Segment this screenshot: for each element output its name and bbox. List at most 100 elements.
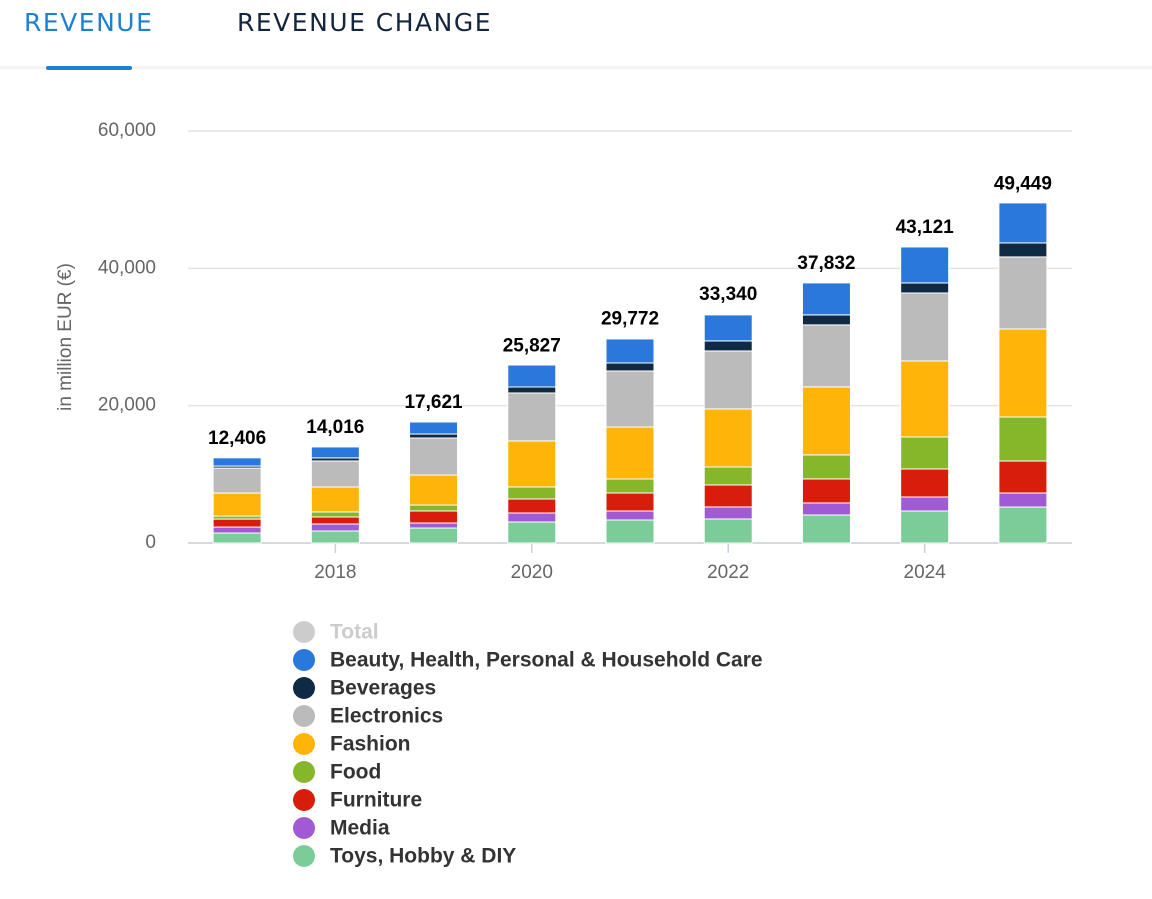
total-label: 37,832 — [797, 253, 855, 274]
bar-segment — [507, 440, 557, 488]
total-label: 17,621 — [404, 392, 463, 413]
bar-segment — [801, 514, 851, 544]
total-label: 12,406 — [208, 428, 266, 449]
bar-segment — [409, 421, 459, 435]
legend-marker[interactable] — [293, 677, 315, 699]
total-label: 49,449 — [994, 173, 1052, 194]
bar-segment — [703, 466, 753, 486]
bar-segment — [605, 510, 655, 521]
legend-label[interactable]: Food — [330, 761, 381, 784]
bar-segment — [703, 408, 753, 468]
bar-segment — [605, 492, 655, 512]
bar-segment — [900, 282, 950, 294]
legend-marker[interactable] — [293, 621, 315, 643]
bar-segment — [801, 454, 851, 480]
bar-segment — [998, 492, 1048, 508]
bar-segment — [605, 426, 655, 480]
bar-segment — [900, 496, 950, 512]
bar-segment — [900, 436, 950, 470]
x-tick-label: 2024 — [904, 562, 947, 583]
y-tick-label: 0 — [145, 532, 156, 553]
legend-label[interactable]: Beverages — [330, 677, 436, 700]
bar-segment — [507, 486, 557, 500]
bar-segment — [703, 314, 753, 342]
bar-segment — [703, 340, 753, 352]
bar-segment — [212, 457, 262, 467]
bar-segment — [605, 370, 655, 428]
bar-segment — [801, 282, 851, 316]
bar-segment — [409, 437, 459, 476]
bar-segment — [212, 532, 262, 544]
legend-marker[interactable] — [293, 761, 315, 783]
bar-segment — [900, 292, 950, 362]
bar-segment — [605, 362, 655, 372]
legend-label[interactable]: Beauty, Health, Personal & Household Car… — [330, 649, 763, 672]
bar-segment — [507, 521, 557, 544]
bar-segment — [310, 516, 360, 525]
legend-marker[interactable] — [293, 817, 315, 839]
bar-segment — [409, 522, 459, 529]
bar-segment — [998, 256, 1048, 330]
bar-segment — [409, 504, 459, 512]
y-tick-label: 20,000 — [98, 395, 156, 416]
total-label: 14,016 — [306, 417, 364, 438]
bar-segment — [703, 350, 753, 410]
tab[interactable]: REVENUE — [24, 8, 153, 37]
bar-segment — [998, 416, 1048, 462]
legend-marker[interactable] — [293, 789, 315, 811]
y-tick-label: 40,000 — [98, 257, 156, 278]
legend-label[interactable]: Furniture — [330, 789, 422, 812]
bar-segment — [998, 460, 1048, 494]
tab-indicator — [46, 66, 132, 70]
bar-segment — [507, 364, 557, 388]
bar-segment — [900, 360, 950, 438]
bar-segment — [998, 506, 1048, 544]
x-tick-label: 2022 — [707, 562, 749, 583]
bar-segment — [801, 478, 851, 504]
bar-segment — [212, 467, 262, 494]
legend-marker[interactable] — [293, 705, 315, 727]
bar-segment — [507, 512, 557, 523]
bar-segment — [507, 498, 557, 514]
bar-segment — [507, 386, 557, 394]
legend-label[interactable]: Media — [330, 817, 390, 840]
bar-segment — [409, 474, 459, 506]
bar-segment — [212, 492, 262, 517]
bar-segment — [409, 527, 459, 544]
legend-marker[interactable] — [293, 845, 315, 867]
bar-segment — [900, 246, 950, 284]
legend-label[interactable]: Toys, Hobby & DIY — [330, 845, 516, 868]
tab[interactable]: REVENUE CHANGE — [237, 8, 492, 37]
tab-divider — [0, 66, 1152, 69]
bar-segment — [605, 338, 655, 364]
legend-label[interactable]: Total — [330, 621, 379, 644]
bar-segment — [703, 484, 753, 508]
total-label: 33,340 — [699, 284, 757, 305]
bar-segment — [409, 510, 459, 524]
bar-segment — [212, 526, 262, 534]
bar-segment — [998, 202, 1048, 244]
legend-marker[interactable] — [293, 649, 315, 671]
bar-segment — [212, 518, 262, 528]
bar-segment — [310, 486, 360, 513]
bar-segment — [310, 460, 360, 488]
bar-segment — [310, 511, 360, 518]
bar-segment — [605, 478, 655, 494]
bar-segment — [998, 328, 1048, 418]
bar-segment — [998, 242, 1048, 258]
x-tick-label: 2018 — [314, 562, 356, 583]
bar-segment — [900, 468, 950, 498]
bar-segment — [605, 519, 655, 544]
legend-label[interactable]: Electronics — [330, 705, 443, 728]
bar-segment — [801, 502, 851, 516]
total-label: 43,121 — [896, 217, 955, 238]
legend-label[interactable]: Fashion — [330, 733, 411, 756]
bar-segment — [703, 506, 753, 520]
bar-segment — [507, 392, 557, 442]
bar-segment — [409, 433, 459, 439]
y-axis-title: in million EUR (€) — [55, 263, 76, 411]
bar-segment — [900, 510, 950, 544]
legend-marker[interactable] — [293, 733, 315, 755]
